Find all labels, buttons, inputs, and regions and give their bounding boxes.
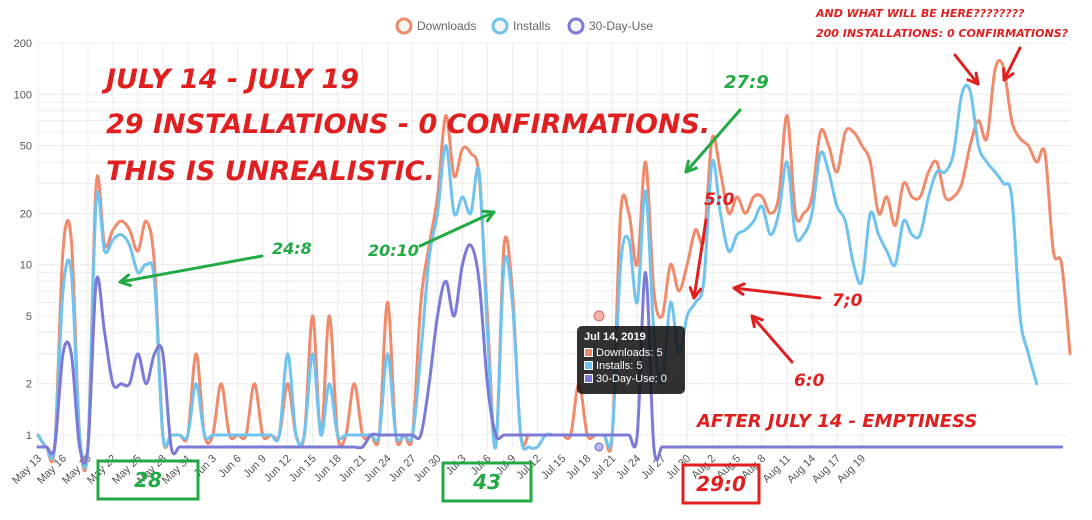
arrow-7-0	[732, 282, 822, 300]
x-tick-label: Jun 21	[337, 453, 369, 485]
box-label: 28	[134, 468, 162, 492]
series-line-30-day-use	[36, 243, 1064, 465]
series-line-installs	[36, 83, 1039, 470]
arrow-shaft	[732, 286, 822, 300]
arrow-q2	[1002, 46, 1022, 82]
arrow-shaft	[953, 53, 980, 86]
y-tick-label: 1	[26, 430, 32, 442]
legend-label: 30-Day-Use	[589, 19, 653, 33]
y-tick-label: 10	[20, 260, 32, 272]
x-tick-label: Jun 15	[287, 453, 319, 485]
annotation-5-0: 5:0	[704, 190, 735, 210]
x-tick-label: Jun 24	[362, 453, 394, 485]
box-label: 29:0	[696, 472, 746, 496]
series-lines	[36, 58, 1072, 473]
annotation-27-9: 27:9	[724, 72, 769, 93]
x-tick-label: Jul 15	[539, 453, 568, 482]
legend-swatch-icon	[491, 17, 509, 35]
arrow-q1	[953, 53, 980, 86]
x-tick-label: Jun 27	[387, 453, 419, 485]
x-tick-label: Jun 12	[262, 453, 294, 485]
box-label: 43	[472, 470, 501, 494]
x-tick-label: Jul 30	[664, 453, 693, 482]
annotation-after: AFTER JULY 14 - EMPTINESS	[695, 411, 977, 432]
x-tick-label: Jun 30	[412, 453, 444, 485]
x-tick-label: Jun 6	[216, 453, 244, 481]
box-28: 28	[96, 459, 200, 501]
annotation-6-0: 6:0	[794, 371, 825, 391]
annotation-20-10: 20:10	[368, 241, 419, 260]
box-29-0: 29:0	[681, 463, 761, 505]
x-tick-label: Jun 3	[191, 453, 219, 481]
annotation-question2: 200 INSTALLATIONS: 0 CONFIRMATIONS?	[816, 27, 1069, 40]
hover-point	[593, 310, 605, 322]
x-tick-label: Jul 18	[564, 453, 593, 482]
legend-item-installs: Installs	[491, 17, 550, 35]
y-tick-label: 20	[20, 208, 32, 220]
legend-label: Installs	[513, 19, 550, 33]
x-tick-label: Jul 3	[444, 453, 469, 478]
x-tick-label: Jun 18	[312, 453, 344, 485]
annotation-main-line1: JULY 14 - JULY 19	[101, 64, 359, 95]
annotation-main-line2: 29 INSTALLATIONS - 0 CONFIRMATIONS.	[106, 109, 710, 140]
annotation-7-0: 7;0	[832, 291, 863, 311]
x-tick-label: Jul 24	[614, 453, 643, 482]
arrow-head-icon	[750, 314, 764, 329]
arrow-head-icon	[118, 273, 132, 287]
arrow-24-8	[118, 254, 264, 287]
arrow-shaft	[750, 314, 794, 364]
x-tick-label: Aug 19	[835, 453, 868, 486]
box-43: 43	[441, 461, 533, 503]
annotation-24-8: 24:8	[272, 239, 312, 258]
tooltip-row-installs: Installs: 5	[584, 359, 678, 372]
annotation-question1: AND WHAT WILL BE HERE????????	[815, 7, 1025, 20]
arrow-head-icon	[684, 159, 698, 174]
arrow-shaft	[692, 218, 708, 300]
y-axis: 1 2 5 10 20 50 100 200	[14, 38, 32, 442]
arrow-head-icon	[481, 209, 496, 223]
arrow-20-10	[418, 209, 496, 248]
legend-swatch-icon	[395, 17, 413, 35]
x-tick-label: Jul 27	[639, 453, 668, 482]
arrow-27-9	[684, 108, 742, 174]
tooltip-row-use: 30-Day-Use: 0	[584, 372, 678, 385]
arrow-6-0	[750, 314, 794, 364]
arrow-shaft	[684, 108, 742, 174]
swatch-icon	[584, 348, 593, 357]
y-tick-label: 200	[14, 38, 32, 50]
arrow-head-icon	[732, 282, 746, 296]
box-outline	[96, 459, 200, 501]
annotation-main-line3: THIS IS UNREALISTIC.	[106, 156, 435, 187]
y-tick-label: 5	[26, 311, 32, 323]
arrow-shaft	[418, 210, 496, 248]
x-tick-label: Jul 12	[514, 453, 543, 482]
x-tick-label: Jul 21	[589, 453, 618, 482]
annotations: JULY 14 - JULY 19 29 INSTALLATIONS - 0 CO…	[96, 7, 1069, 505]
legend[interactable]: Downloads Installs 30-Day-Use	[395, 17, 653, 35]
arrow-head-icon	[966, 71, 980, 86]
legend-label: Downloads	[417, 19, 476, 33]
tooltip-title: Jul 14, 2019	[584, 331, 646, 343]
legend-swatch-icon	[567, 17, 585, 35]
box-outline	[681, 463, 761, 505]
legend-item-downloads: Downloads	[395, 17, 476, 35]
y-tick-label: 50	[20, 141, 32, 153]
hover-point	[594, 442, 604, 452]
tooltip-row-downloads: Downloads: 5	[584, 346, 678, 359]
tooltip: Jul 14, 2019 Downloads: 5 Installs: 5 30…	[577, 326, 685, 394]
arrow-head-icon	[1002, 67, 1015, 82]
arrow-shaft	[1002, 46, 1022, 82]
legend-item-30-day-use: 30-Day-Use	[567, 17, 653, 35]
swatch-icon	[584, 374, 593, 383]
arrow-5-0	[688, 218, 708, 300]
swatch-icon	[584, 361, 593, 370]
y-tick-label: 100	[14, 89, 32, 101]
box-outline	[441, 461, 533, 503]
y-tick-label: 2	[26, 379, 32, 391]
arrow-shaft	[118, 254, 264, 284]
arrow-head-icon	[688, 286, 703, 300]
